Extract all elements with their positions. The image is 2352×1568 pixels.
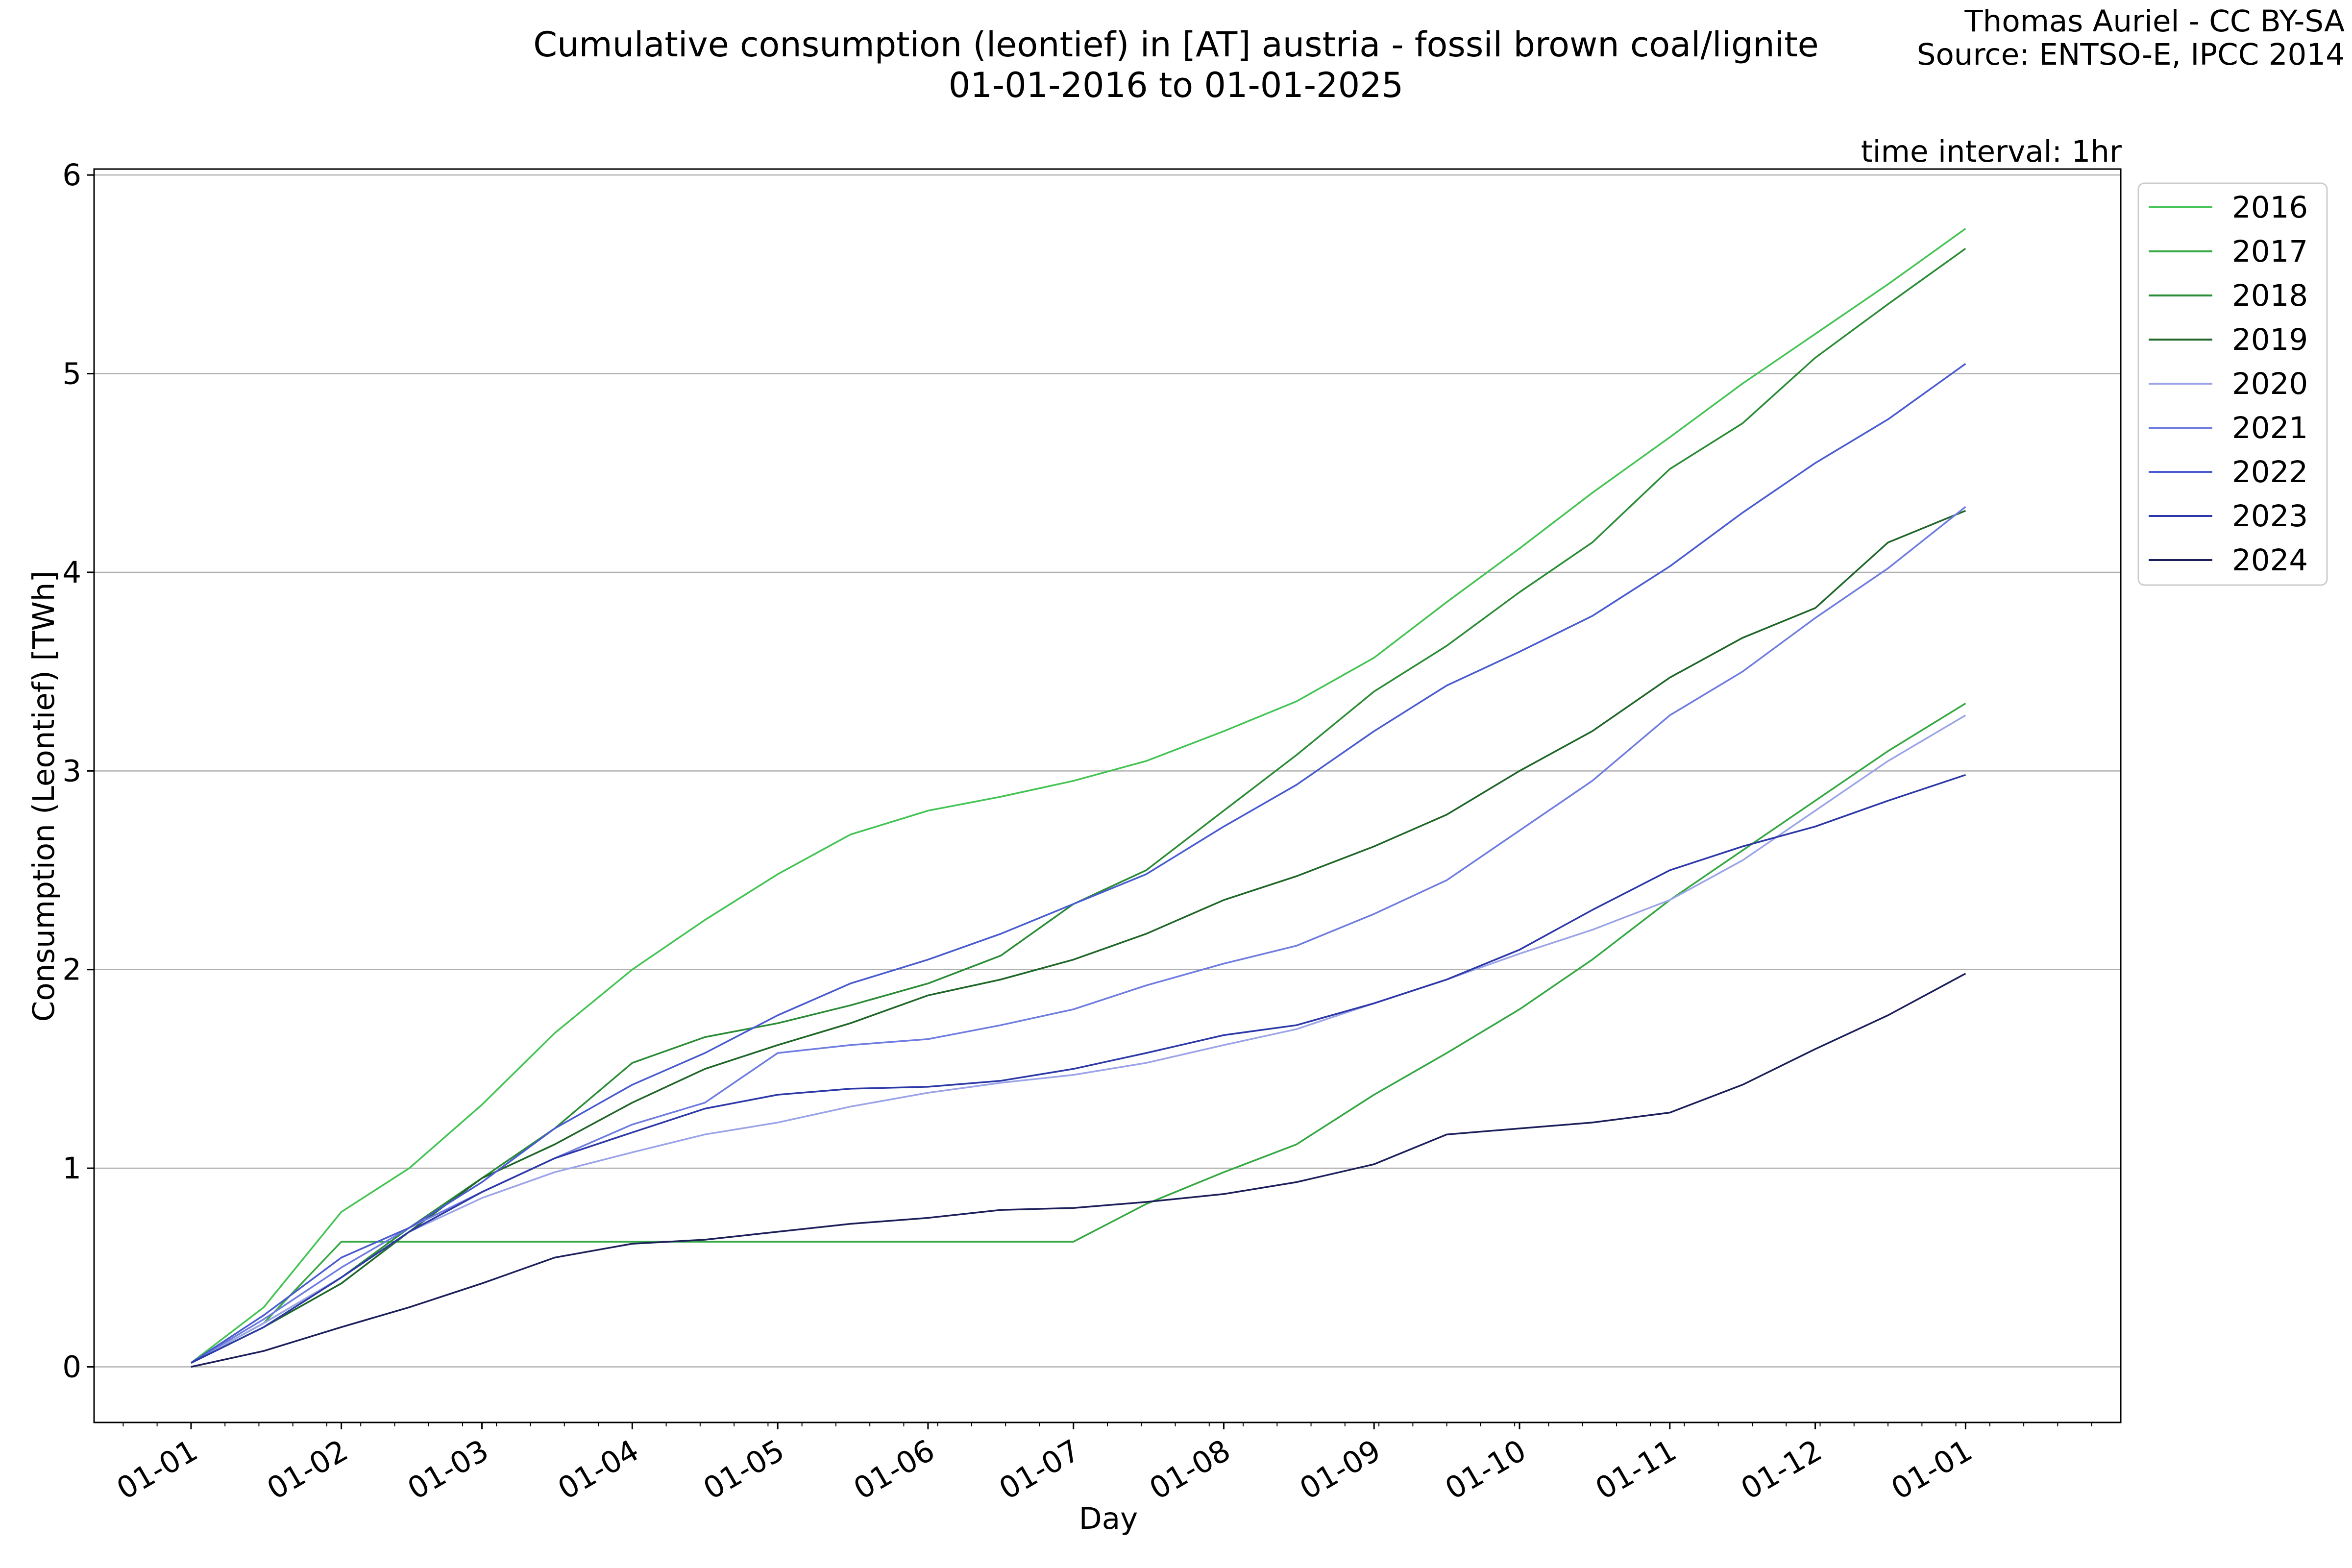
y-tick-label-3: 3: [62, 754, 81, 788]
x-axis-label: Day: [1079, 1501, 1138, 1536]
x-tick-label-3: 01-04: [552, 1433, 645, 1507]
x-axis-ticks: 01-01 01-02 01-03 01-04 01-05 01-06 01-07 01-08…: [111, 1422, 2092, 1507]
x-tick-label-8: 01-09: [1294, 1433, 1387, 1507]
series-line-2019: [191, 510, 1966, 1364]
y-tick-label-1: 1: [62, 1151, 81, 1186]
legend-label-2016: 2016: [2232, 190, 2308, 225]
time-interval-note: time interval: 1hr: [1861, 134, 2122, 169]
x-tick-label-1: 01-02: [261, 1433, 354, 1507]
series-line-2022: [190, 363, 1966, 1364]
y-tick-label-2: 2: [62, 953, 81, 987]
legend-label-2019: 2019: [2232, 322, 2308, 357]
series-lines: [190, 228, 1966, 1368]
chart-title: Cumulative consumption (leontief) in [AT…: [533, 24, 1818, 65]
y-tick-label-0: 0: [62, 1349, 81, 1384]
legend-label-2018: 2018: [2232, 278, 2308, 313]
series-line-2024: [191, 973, 1966, 1368]
y-tick-label-4: 4: [62, 555, 81, 590]
legend-box: [2137, 182, 2328, 586]
y-axis-label: Consumption (Leontief) [TWh]: [26, 571, 61, 1022]
series-line-2020: [191, 714, 1966, 1364]
chart-subtitle: 01-01-2016 to 01-01-2025: [949, 65, 1403, 105]
y-axis-ticks: 0 1 2 3 4 5 6: [62, 158, 94, 1384]
y-tick-label-6: 6: [62, 158, 81, 193]
legend-label-2023: 2023: [2232, 499, 2308, 534]
x-tick-label-2: 01-03: [402, 1433, 494, 1507]
credit-source: Source: ENTSO-E, IPCC 2014: [1917, 37, 2345, 72]
legend: 2016 2017 2018 2019 2020 2021 2022 2023 2024: [2137, 182, 2328, 586]
x-tick-label-11: 01-12: [1735, 1433, 1828, 1507]
x-tick-label-0: 01-01: [111, 1433, 203, 1507]
legend-label-2020: 2020: [2232, 367, 2308, 401]
y-tick-label-5: 5: [62, 357, 81, 392]
series-line-2023: [191, 774, 1966, 1364]
legend-label-2024: 2024: [2232, 543, 2308, 578]
x-tick-label-5: 01-06: [848, 1433, 940, 1507]
series-line-2017: [191, 703, 1966, 1364]
x-tick-label-12: 01-01: [1886, 1433, 1978, 1507]
x-tick-label-6: 01-07: [993, 1433, 1086, 1507]
legend-label-2022: 2022: [2232, 455, 2308, 490]
credit-author: Thomas Auriel - CC BY-SA: [1964, 4, 2345, 39]
grid: [94, 174, 2121, 1368]
legend-label-2017: 2017: [2232, 234, 2308, 269]
legend-label-2021: 2021: [2232, 411, 2308, 445]
series-line-2021: [190, 506, 1966, 1364]
x-tick-label-9: 01-10: [1440, 1433, 1532, 1507]
series-line-2016: [190, 228, 1966, 1364]
x-tick-label-4: 01-05: [698, 1433, 790, 1507]
x-tick-label-10: 01-11: [1590, 1433, 1682, 1507]
x-tick-label-7: 01-08: [1144, 1433, 1236, 1507]
